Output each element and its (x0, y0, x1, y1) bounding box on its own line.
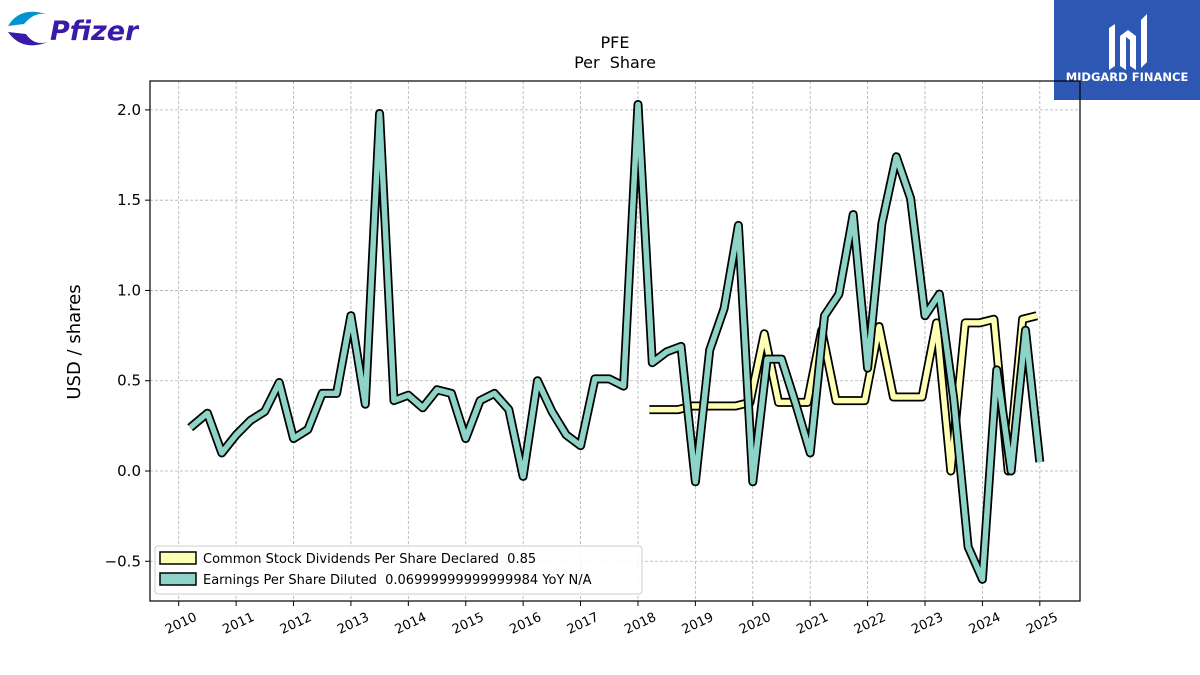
midgard-finance-logo: MIDGARD FINANCE (1054, 0, 1200, 100)
midgard-logo-text: MIDGARD FINANCE (1066, 70, 1189, 84)
y-tick-label: 1.5 (117, 191, 141, 209)
pfizer-logo-text: Pfizer (50, 16, 139, 47)
y-tick-label: −0.5 (105, 552, 141, 570)
x-tick-label: 2025 (1024, 610, 1060, 638)
midgard-logo-mark: MIDGARD FINANCE (1066, 14, 1189, 84)
x-axis: 2010 2011 2012 2013 2014 2015 2016 2017 2018 2019… (163, 601, 1061, 638)
x-tick-label: 2024 (967, 610, 1003, 638)
eps-line (188, 101, 1043, 583)
pfizer-logo: Pfizer (8, 11, 139, 47)
x-tick-label: 2011 (220, 610, 256, 638)
legend: Common Stock Dividends Per Share Declare… (154, 545, 643, 595)
x-tick-label: 2017 (565, 610, 601, 638)
legend-swatch-dividends (159, 551, 197, 565)
x-tick-label: 2018 (622, 610, 658, 638)
x-tick-label: 2014 (393, 610, 429, 638)
series-layer (187, 100, 1045, 584)
chart-subtitle: Per Share (574, 53, 656, 72)
legend-label-dividends: Common Stock Dividends Per Share Declare… (203, 552, 536, 567)
x-tick-label: 2010 (163, 610, 199, 638)
eps-line-outline (187, 100, 1045, 584)
x-tick-label: 2020 (737, 610, 773, 638)
y-axis: −0.5 0.0 0.5 1.0 1.5 2.0 (105, 101, 150, 570)
x-tick-label: 2021 (795, 610, 831, 638)
y-tick-label: 0.5 (117, 372, 141, 390)
pfizer-logo-swoosh-bottom (8, 32, 48, 46)
legend-label-eps: Earnings Per Share Diluted 0.06999999999… (203, 573, 592, 588)
y-tick-label: 0.0 (117, 462, 141, 480)
x-tick-label: 2022 (852, 610, 888, 638)
y-axis-label: USD / shares (64, 284, 85, 399)
x-tick-label: 2016 (508, 610, 544, 638)
y-tick-label: 2.0 (117, 101, 141, 119)
legend-swatch-eps (159, 572, 197, 586)
dividends-line (649, 313, 1038, 474)
legend-box (154, 545, 643, 595)
x-tick-label: 2012 (278, 610, 314, 638)
x-tick-label: 2023 (909, 610, 945, 638)
chart-title: PFE (601, 33, 630, 52)
plot-frame (149, 80, 1081, 602)
x-tick-label: 2019 (680, 610, 716, 638)
x-tick-label: 2013 (335, 610, 371, 638)
y-tick-label: 1.0 (117, 281, 141, 299)
x-tick-label: 2015 (450, 610, 486, 638)
pfizer-logo-swoosh-top (8, 11, 46, 26)
